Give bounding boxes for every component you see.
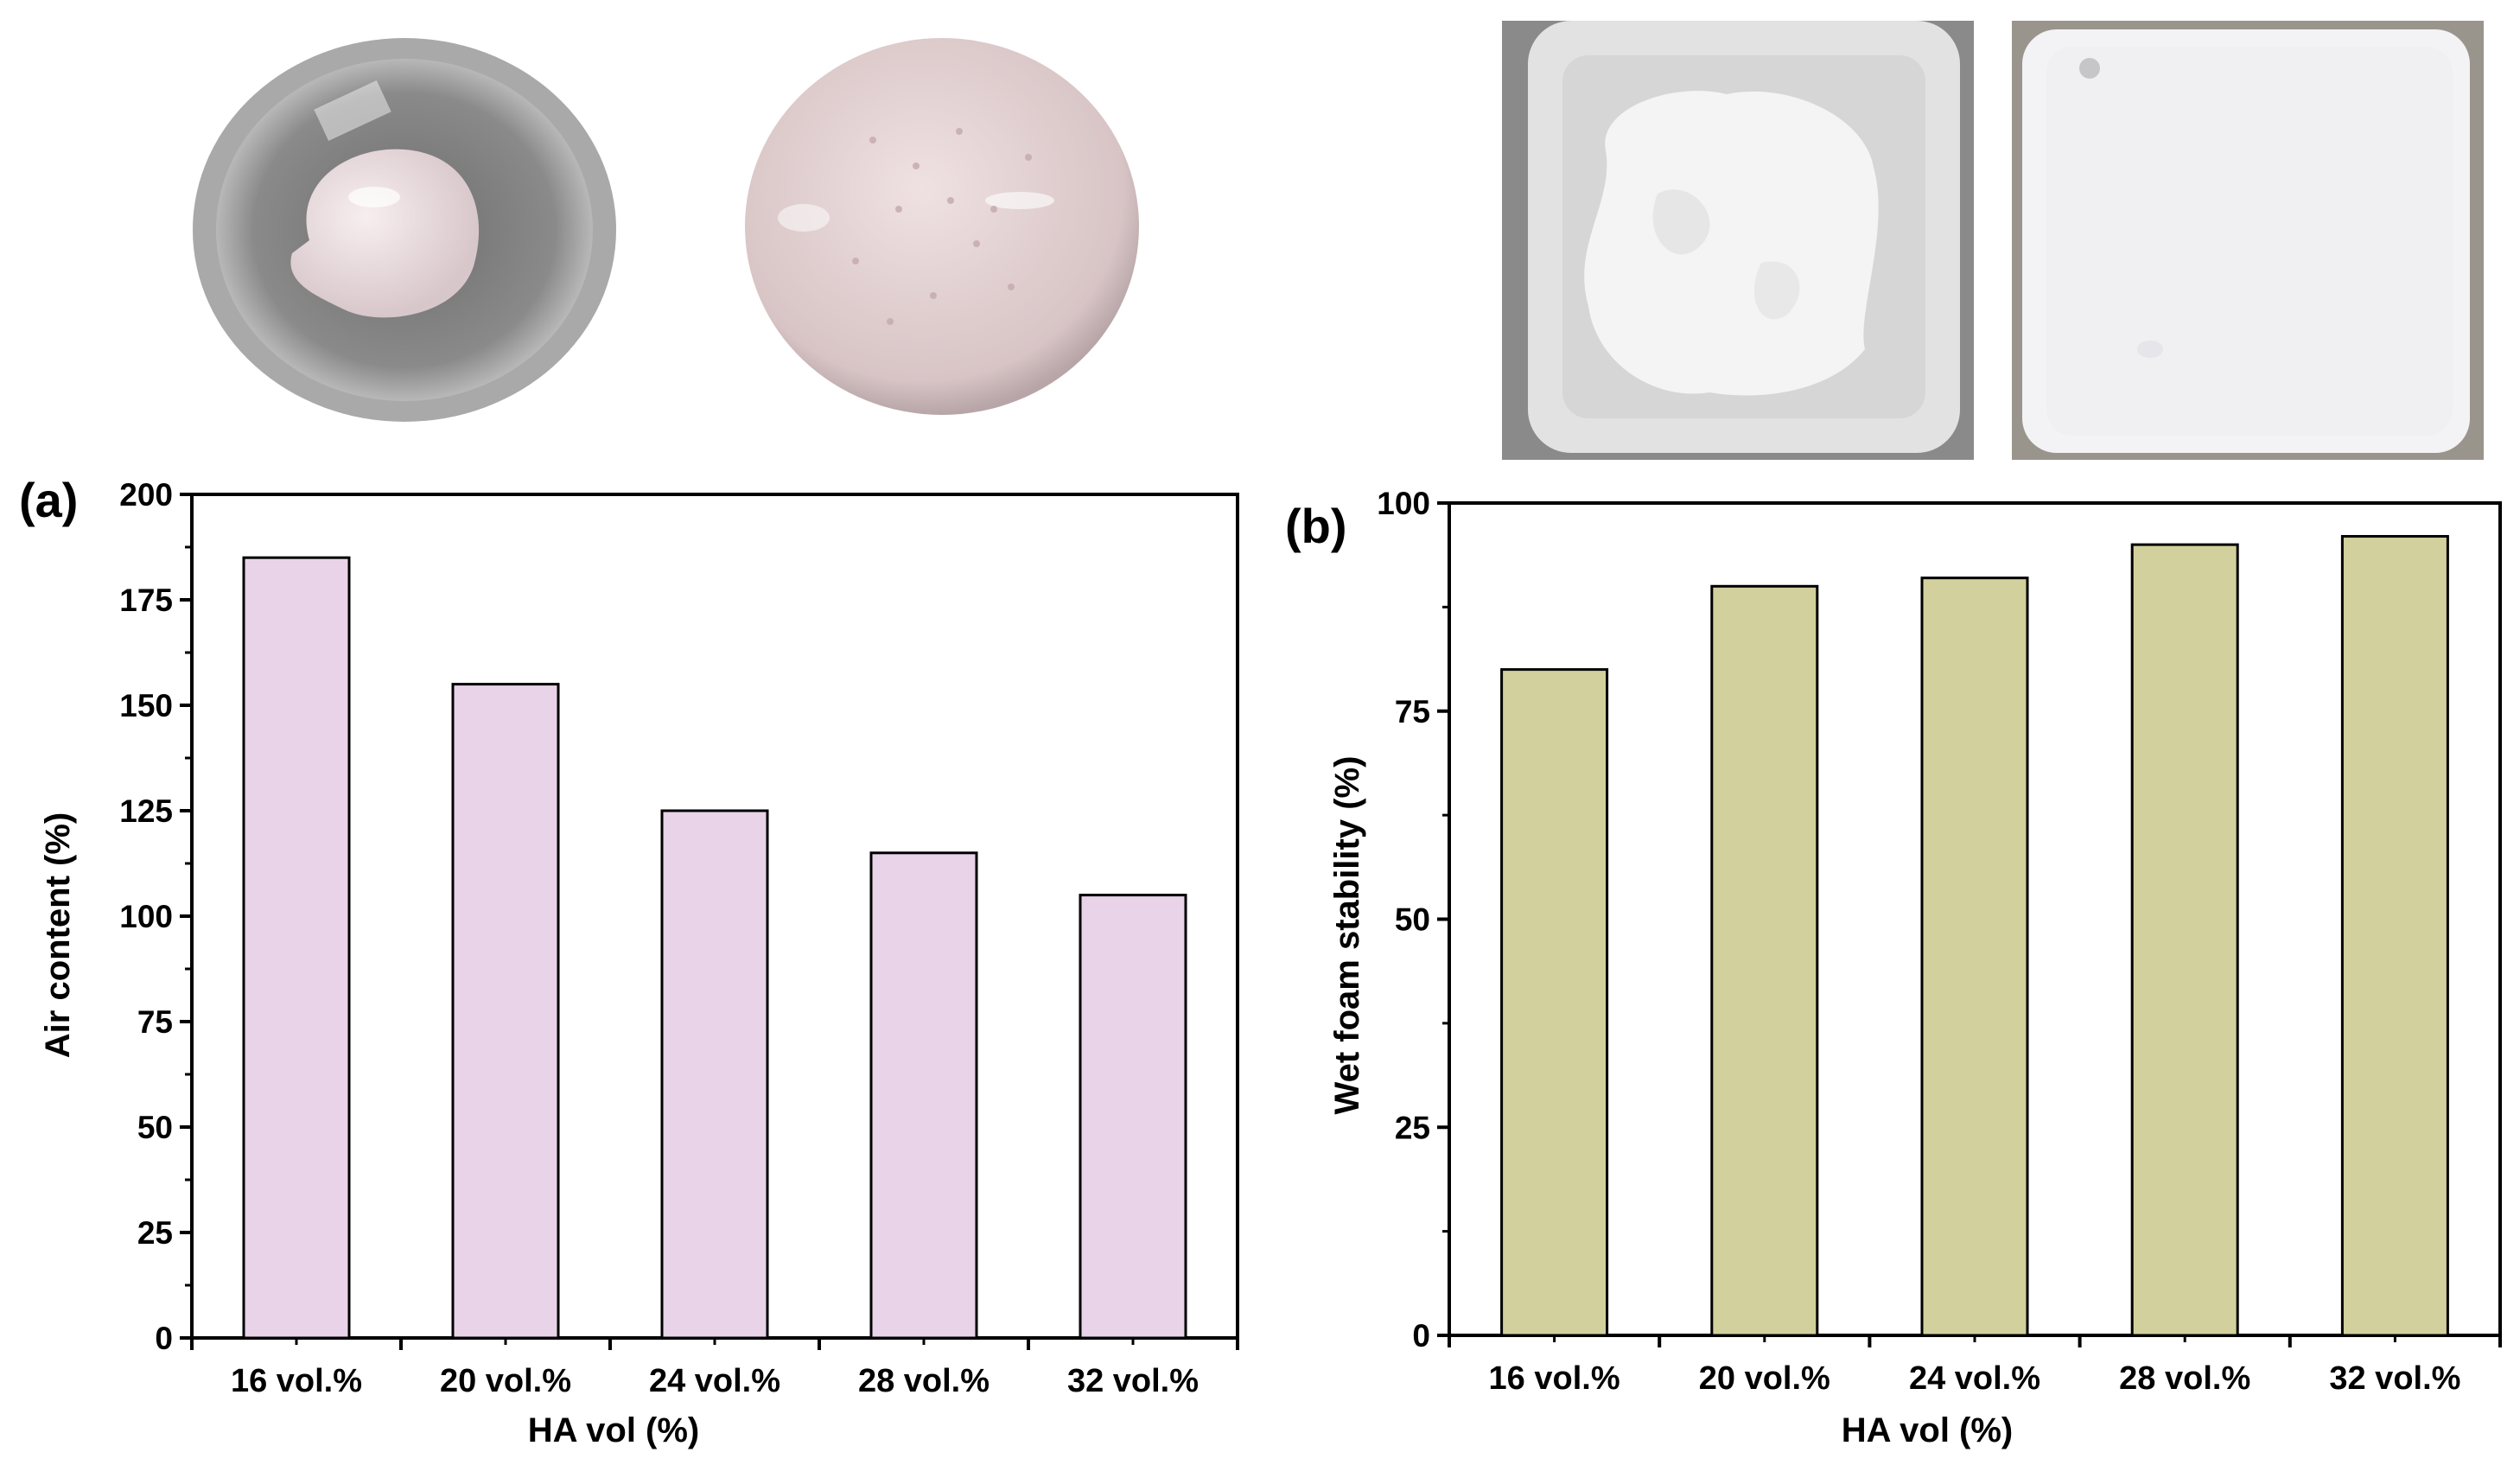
bar-b-5 bbox=[2340, 535, 2449, 1337]
y-tick-label-a-7: 175 bbox=[119, 583, 173, 618]
y-tick-label-b-3: 75 bbox=[1395, 694, 1430, 729]
bar-a-5 bbox=[1079, 894, 1187, 1340]
y-tick-label-b-4: 100 bbox=[1377, 486, 1430, 521]
y-tick-label-b-0: 0 bbox=[1412, 1318, 1430, 1354]
x-axis-title-a: HA vol (%) bbox=[528, 1411, 700, 1449]
foam-closeup-photo bbox=[745, 38, 1139, 415]
x-tick-label-a-4: 28 vol.% bbox=[858, 1363, 990, 1399]
y-tick-label-a-5: 125 bbox=[119, 793, 173, 829]
y-tick-label-b-2: 50 bbox=[1395, 902, 1430, 938]
x-tick-label-a-1: 16 vol.% bbox=[231, 1363, 362, 1399]
y-tick-label-a-1: 25 bbox=[137, 1215, 173, 1251]
x-tick-label-a-5: 32 vol.% bbox=[1067, 1363, 1199, 1399]
x-tick-label-b-1: 16 vol.% bbox=[1489, 1360, 1620, 1397]
wet-foam-stability-chart: (b) Wet foam stability (%) HA vol (%) 0 2… bbox=[1285, 486, 2502, 1449]
y-tick-label-a-2: 50 bbox=[137, 1110, 173, 1145]
x-tick-label-b-2: 20 vol.% bbox=[1699, 1360, 1830, 1397]
bar-b-3 bbox=[1920, 576, 2029, 1337]
bar-b-2 bbox=[1710, 584, 1819, 1337]
panel-label-b: (b) bbox=[1285, 499, 1347, 553]
x-tick-label-b-5: 32 vol.% bbox=[2329, 1360, 2460, 1397]
y-tick-label-a-6: 150 bbox=[119, 688, 173, 723]
bar-b-4 bbox=[2130, 543, 2239, 1337]
y-axis-title-b: Wet foam stability (%) bbox=[1328, 756, 1366, 1115]
foam-tray-irregular-photo bbox=[1502, 21, 1974, 460]
x-tick-label-a-3: 24 vol.% bbox=[649, 1363, 780, 1399]
bar-a-1 bbox=[242, 556, 351, 1340]
bar-a-2 bbox=[451, 683, 560, 1340]
panel-label-a: (a) bbox=[19, 473, 78, 527]
y-tick-label-a-0: 0 bbox=[155, 1321, 173, 1356]
y-tick-label-a-8: 200 bbox=[119, 477, 173, 513]
foam-tray-square-photo bbox=[2012, 21, 2484, 460]
x-axis-title-b: HA vol (%) bbox=[1842, 1411, 2014, 1449]
x-tick-label-a-2: 20 vol.% bbox=[440, 1363, 571, 1399]
y-tick-label-a-4: 100 bbox=[119, 899, 173, 934]
y-tick-label-a-3: 75 bbox=[137, 1004, 173, 1040]
bar-a-3 bbox=[660, 809, 769, 1340]
y-tick-label-b-1: 25 bbox=[1395, 1110, 1430, 1145]
foam-dish-photo bbox=[193, 38, 616, 422]
air-content-chart: (a) Air content (%) HA vol (%) 0 25 50 75 10… bbox=[19, 473, 1239, 1449]
bar-a-4 bbox=[869, 851, 978, 1340]
bar-b-1 bbox=[1500, 668, 1609, 1337]
x-tick-label-b-3: 24 vol.% bbox=[1909, 1360, 2040, 1397]
x-tick-label-b-4: 28 vol.% bbox=[2119, 1360, 2250, 1397]
y-axis-title-a: Air content (%) bbox=[39, 812, 77, 1058]
